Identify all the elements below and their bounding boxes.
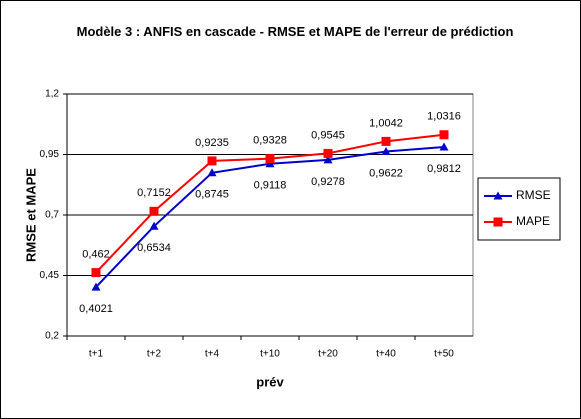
data-label: 0,9235 xyxy=(195,137,229,149)
point xyxy=(265,154,275,164)
x-tick-label: t+40 xyxy=(376,349,396,360)
legend xyxy=(477,177,561,241)
x-tick-label: t+1 xyxy=(89,349,104,360)
data-label: 0,6534 xyxy=(137,242,171,254)
point xyxy=(207,156,217,166)
data-label: 0,8745 xyxy=(195,189,229,201)
point xyxy=(493,217,503,227)
data-label: 0,462 xyxy=(82,249,110,261)
chart-title: Modèle 3 : ANFIS en cascade - RMSE et MA… xyxy=(76,24,514,39)
x-tick-label: t+2 xyxy=(147,349,162,360)
point xyxy=(323,155,333,164)
x-tick-label: t+4 xyxy=(205,349,220,360)
data-label: 0,7152 xyxy=(137,187,171,199)
data-label: 0,9545 xyxy=(311,129,345,141)
point xyxy=(323,148,333,158)
y-tick-label: 0,2 xyxy=(45,331,59,342)
data-label: 0,4021 xyxy=(79,303,113,315)
x-axis-label: prév xyxy=(256,374,284,389)
point xyxy=(493,191,503,200)
point xyxy=(91,268,101,278)
point xyxy=(381,147,391,156)
y-tick-label: 0,45 xyxy=(40,270,60,281)
x-tick-label: t+20 xyxy=(318,349,338,360)
point xyxy=(265,159,275,168)
point xyxy=(207,168,217,177)
data-label: 0,9622 xyxy=(369,167,403,179)
point xyxy=(149,206,159,216)
legend-label: MAPE xyxy=(516,214,550,228)
data-label: 1,0316 xyxy=(427,111,461,123)
x-tick-label: t+10 xyxy=(260,349,280,360)
point xyxy=(439,130,449,140)
y-tick-label: 0,7 xyxy=(45,210,59,221)
data-label: 0,9328 xyxy=(253,135,287,147)
data-label: 0,9278 xyxy=(311,176,345,188)
data-label: 0,9118 xyxy=(254,180,287,192)
x-tick-label: t+50 xyxy=(434,349,454,360)
legend-label: RMSE xyxy=(516,188,551,202)
point xyxy=(439,142,449,151)
y-tick-label: 1,2 xyxy=(45,89,59,100)
point xyxy=(381,136,391,146)
point xyxy=(149,221,159,230)
y-axis-label: RMSE et MAPE xyxy=(23,168,38,262)
data-label: 0,9812 xyxy=(427,163,461,175)
data-label: 1,0042 xyxy=(369,117,403,129)
y-tick-label: 0,95 xyxy=(40,149,60,160)
point xyxy=(91,282,101,291)
